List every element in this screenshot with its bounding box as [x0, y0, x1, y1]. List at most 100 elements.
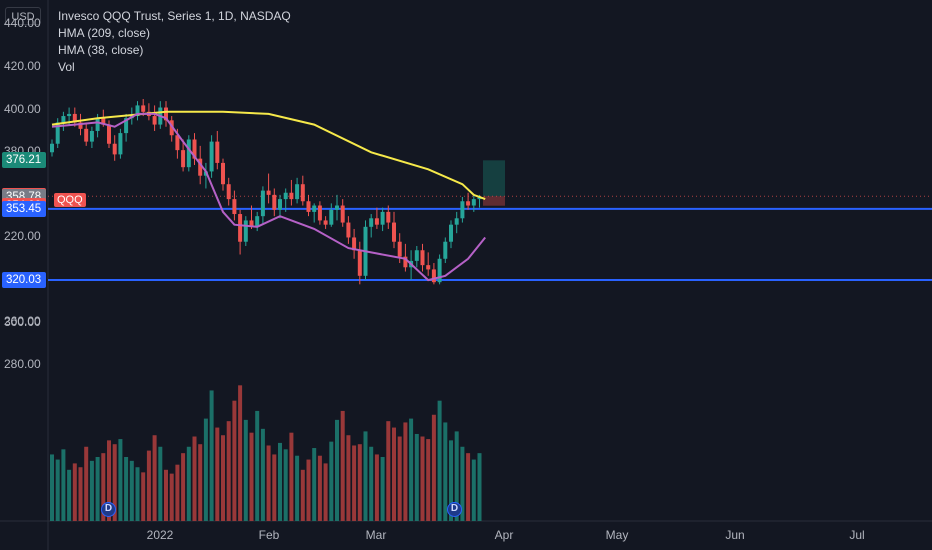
- candle-body: [164, 107, 168, 121]
- volume-bar: [164, 469, 168, 521]
- volume-bar: [380, 457, 385, 521]
- legend-hma-short[interactable]: HMA (38, close): [58, 43, 144, 57]
- price-axis-label: 280.00: [4, 357, 41, 371]
- candle-body: [431, 269, 436, 283]
- candle-body: [175, 135, 180, 151]
- volume-bar: [89, 460, 94, 521]
- price-axis-label: 220.00: [4, 229, 41, 244]
- candle-body: [414, 250, 419, 261]
- volume-bar: [352, 445, 357, 521]
- volume-bar: [129, 460, 134, 521]
- candle-body: [112, 143, 117, 155]
- volume-bar: [238, 385, 243, 521]
- volume-bar: [112, 444, 117, 521]
- candle-body: [329, 209, 334, 225]
- volume-bar: [67, 469, 72, 521]
- candle-body: [300, 184, 305, 202]
- legend-hma-long[interactable]: HMA (209, close): [58, 26, 151, 40]
- candle-body: [352, 237, 357, 251]
- candle-body: [260, 190, 265, 217]
- volume-bar: [118, 439, 123, 521]
- candle-body: [266, 190, 271, 195]
- candle-body: [471, 199, 476, 206]
- candle-body: [141, 105, 146, 112]
- candle-body: [374, 218, 379, 225]
- volume-bar: [215, 427, 220, 521]
- candle-body: [380, 211, 385, 225]
- volume-bar: [443, 422, 448, 521]
- candle-body: [232, 199, 237, 215]
- volume-bar: [397, 436, 402, 521]
- volume-bar: [221, 435, 225, 521]
- volume-bar: [260, 428, 265, 521]
- candle-body: [221, 162, 225, 185]
- volume-bar: [198, 444, 203, 521]
- price-axis-label: 420.00: [4, 59, 41, 74]
- price-badge: 353.45: [2, 200, 46, 217]
- volume-bar: [181, 453, 186, 521]
- candle-body: [335, 205, 339, 210]
- candle-body: [466, 201, 471, 206]
- candle-body: [283, 192, 288, 200]
- volume-bar: [323, 463, 328, 521]
- price-badge: 376.21: [2, 152, 46, 169]
- candle-body: [95, 118, 100, 131]
- candle-body: [107, 124, 111, 144]
- volume-bar: [386, 421, 391, 521]
- volume-bar: [306, 459, 311, 521]
- chart-legend: Invesco QQQ Trust, Series 1, 1D, NASDAQ …: [58, 8, 291, 76]
- candle-body: [255, 216, 260, 227]
- candle-body: [340, 205, 345, 223]
- position-target-zone: [483, 160, 505, 197]
- time-axis-label: 2022: [146, 528, 174, 542]
- candle-body: [386, 211, 391, 223]
- time-axis-label: Mar: [365, 528, 387, 542]
- volume-bar: [374, 454, 379, 521]
- candle-body: [135, 105, 140, 117]
- volume-bar: [226, 421, 231, 521]
- candle-body: [323, 220, 328, 225]
- candle-body: [420, 250, 425, 266]
- candle-body: [397, 241, 402, 257]
- symbol-tag: QQQ: [54, 193, 86, 207]
- time-axis-label: Feb: [258, 528, 280, 542]
- currency-button[interactable]: USD: [5, 7, 41, 25]
- candle-body: [124, 118, 129, 134]
- volume-bar: [477, 453, 482, 521]
- legend-volume[interactable]: Vol: [58, 60, 75, 74]
- volume-bar: [346, 435, 351, 521]
- volume-bar: [414, 433, 419, 521]
- volume-bar: [72, 463, 77, 521]
- time-axis-label: Jul: [849, 528, 865, 542]
- candle-body: [186, 139, 191, 168]
- candle-body: [346, 222, 351, 238]
- volume-bar: [317, 455, 322, 521]
- candle-body: [357, 250, 362, 276]
- hma-38-line: [51, 112, 486, 282]
- candle-body: [67, 113, 72, 117]
- dividend-marker-icon[interactable]: D: [101, 502, 116, 517]
- volume-bar: [101, 453, 106, 521]
- candle-body: [84, 128, 89, 142]
- volume-bar: [266, 445, 271, 521]
- candle-body: [50, 143, 54, 153]
- volume-bar: [329, 441, 334, 521]
- volume-bar: [124, 457, 129, 521]
- dividend-marker-icon[interactable]: D: [447, 502, 462, 517]
- candle-body: [392, 222, 396, 242]
- candle-body: [249, 220, 254, 227]
- candle-body: [238, 214, 243, 242]
- volume-bar: [426, 439, 431, 521]
- candle-body: [55, 122, 60, 144]
- candle-body: [118, 133, 123, 155]
- candle-body: [454, 218, 459, 225]
- volume-bar: [95, 457, 100, 521]
- price-badge: 320.03: [2, 272, 46, 288]
- volume-bar: [363, 431, 368, 521]
- volume-bar: [255, 410, 260, 521]
- candle-body: [243, 220, 248, 242]
- candle-body: [437, 258, 442, 283]
- volume-bar: [312, 448, 317, 521]
- candle-body: [215, 141, 220, 163]
